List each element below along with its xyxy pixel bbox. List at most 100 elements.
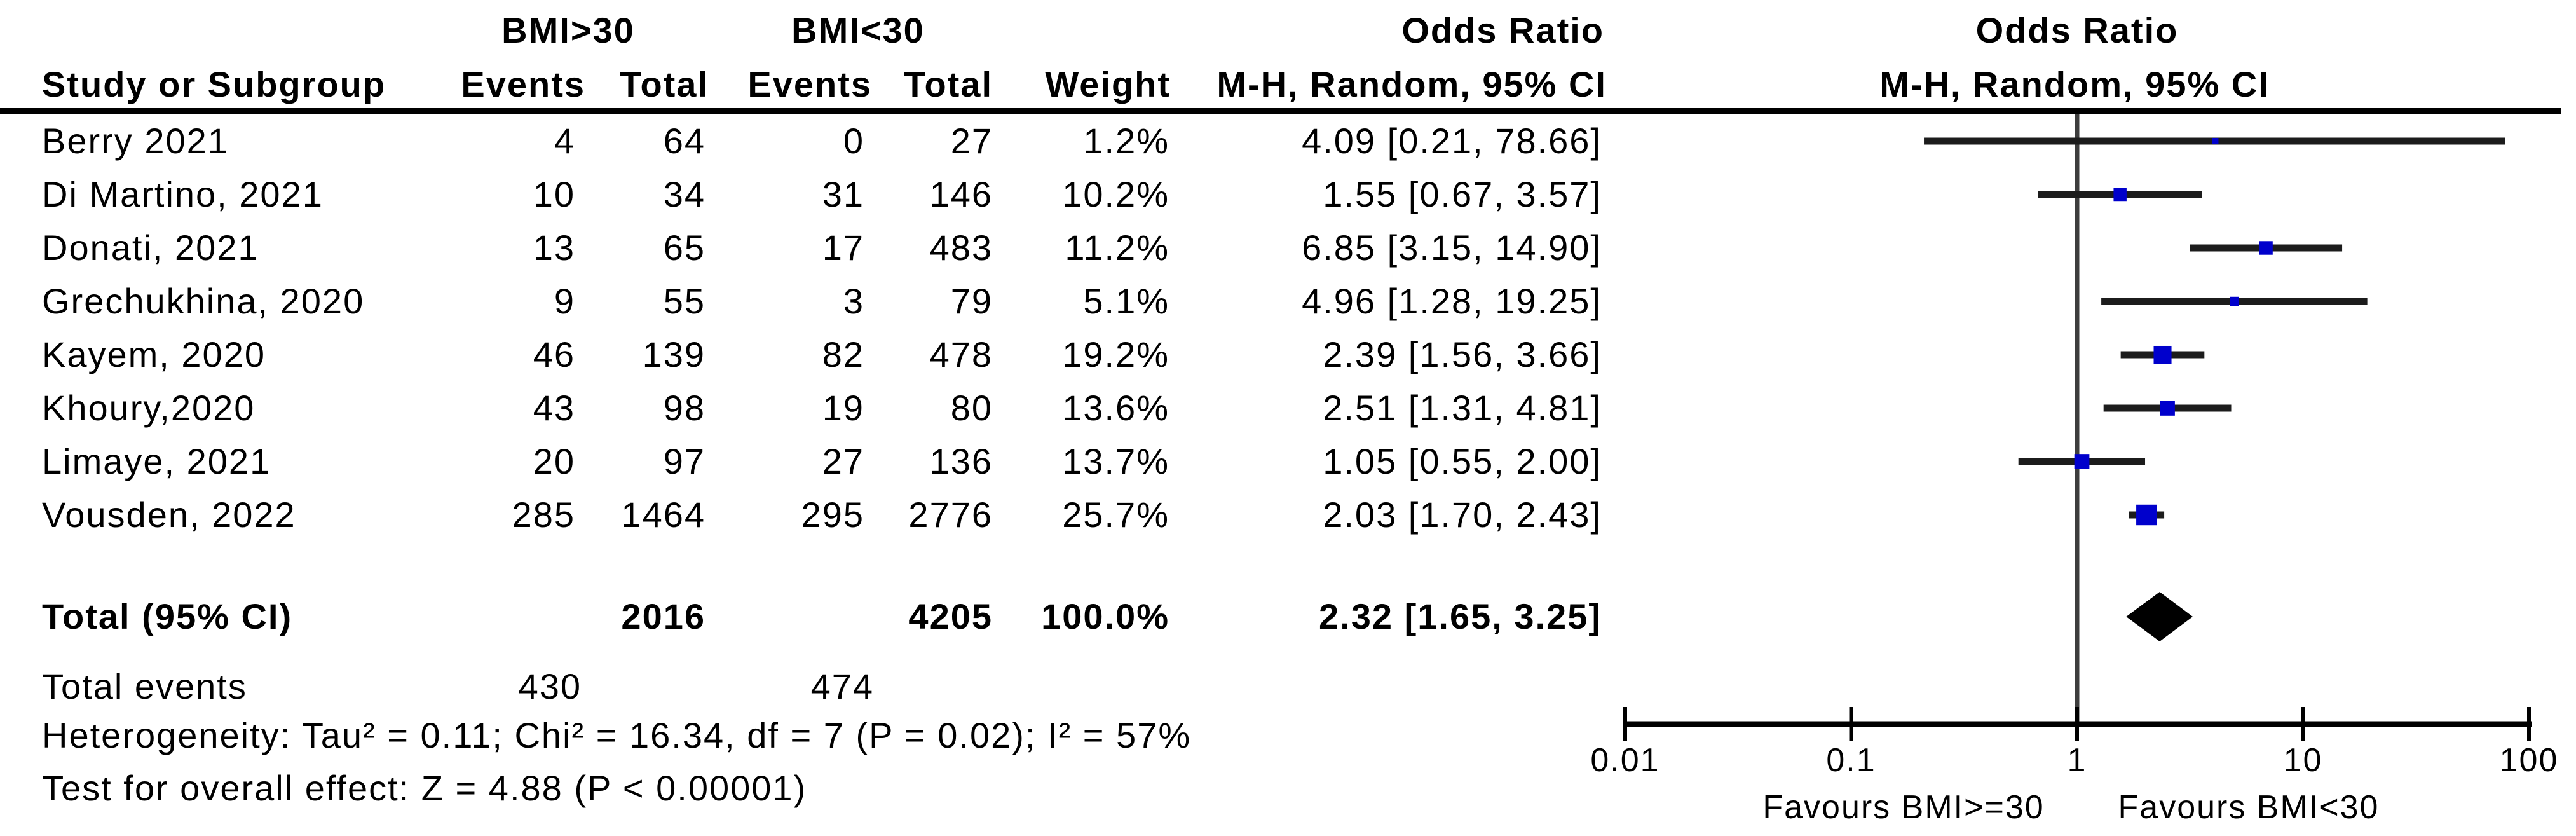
total2-cell: 2776 — [908, 495, 993, 535]
total-events-group1: 430 — [518, 666, 582, 706]
or-ci-cell: 2.03 [1.70, 2.43] — [1323, 495, 1602, 535]
total2-cell: 146 — [929, 174, 993, 214]
axis-tick-label: 0.1 — [1826, 742, 1876, 779]
total-events-label: Total events — [42, 666, 247, 706]
study-name: Donati, 2021 — [42, 228, 259, 268]
or-ci-cell: 4.09 [0.21, 78.66] — [1302, 121, 1602, 161]
events1-column-header: Events — [461, 64, 585, 104]
total1-cell: 139 — [642, 334, 705, 374]
events2-cell: 3 — [843, 281, 864, 321]
events1-cell: 285 — [512, 495, 575, 535]
effect-marker — [2259, 241, 2273, 255]
group1-header: BMI>30 — [501, 10, 635, 50]
events2-cell: 19 — [822, 388, 864, 428]
or-ci-cell: 1.55 [0.67, 3.57] — [1323, 174, 1602, 214]
study-name: Vousden, 2022 — [42, 495, 296, 535]
axis-tick — [1623, 707, 1627, 741]
plot-subheader: M-H, Random, 95% CI — [1879, 64, 2270, 104]
effect-marker — [2136, 504, 2157, 526]
total-weight-cell: 100.0% — [1041, 596, 1169, 636]
weight-cell: 11.2% — [1065, 228, 1169, 268]
events1-cell: 13 — [533, 228, 575, 268]
effect-marker — [2113, 188, 2127, 202]
effect-marker — [2212, 138, 2219, 144]
total2-column-header: Total — [904, 64, 993, 104]
axis-tick-label: 0.01 — [1590, 742, 1659, 779]
total2-cell: 136 — [929, 441, 993, 481]
events2-column-header: Events — [747, 64, 872, 104]
total-total2-cell: 4205 — [908, 596, 993, 636]
total-or-ci-cell: 2.32 [1.65, 3.25] — [1319, 596, 1602, 636]
or-column-title: Odds Ratio — [1401, 10, 1604, 50]
plot-title: Odds Ratio — [1975, 10, 2179, 50]
events1-cell: 20 — [533, 441, 575, 481]
total1-cell: 98 — [663, 388, 705, 428]
events2-cell: 82 — [822, 334, 864, 374]
events2-cell: 295 — [801, 495, 864, 535]
axis-tick-label: 10 — [2284, 742, 2323, 779]
total1-column-header: Total — [620, 64, 709, 104]
total2-cell: 478 — [929, 334, 993, 374]
weight-column-header: Weight — [1045, 64, 1171, 104]
axis-tick — [2075, 707, 2079, 741]
total2-cell: 80 — [950, 388, 993, 428]
effect-marker — [2074, 454, 2090, 469]
axis-tick — [2527, 707, 2531, 741]
pooled-diamond — [2126, 592, 2193, 641]
events2-cell: 0 — [843, 121, 864, 161]
favours-right-label: Favours BMI<30 — [2118, 789, 2380, 826]
group2-header: BMI<30 — [791, 10, 925, 50]
total-events-group2: 474 — [810, 666, 874, 706]
axis-tick-label: 100 — [2500, 742, 2559, 779]
study-name: Kayem, 2020 — [42, 334, 266, 374]
or-ci-cell: 2.39 [1.56, 3.66] — [1323, 334, 1602, 374]
total1-cell: 55 — [663, 281, 705, 321]
header-rule — [0, 108, 2561, 114]
effect-marker — [2230, 296, 2239, 306]
or-ci-cell: 1.05 [0.55, 2.00] — [1323, 441, 1602, 481]
or-ci-cell: 6.85 [3.15, 14.90] — [1302, 228, 1602, 268]
total2-cell: 27 — [950, 121, 993, 161]
total-label: Total (95% CI) — [42, 596, 293, 636]
weight-cell: 10.2% — [1062, 174, 1169, 214]
weight-cell: 25.7% — [1062, 495, 1169, 535]
total1-cell: 65 — [663, 228, 705, 268]
total1-cell: 97 — [663, 441, 705, 481]
events2-cell: 27 — [822, 441, 864, 481]
study-name: Berry 2021 — [42, 121, 229, 161]
events1-cell: 9 — [554, 281, 575, 321]
effect-marker — [2153, 345, 2172, 364]
overall-effect-line: Test for overall effect: Z = 4.88 (P < 0… — [42, 768, 807, 808]
heterogeneity-line: Heterogeneity: Tau² = 0.11; Chi² = 16.34… — [42, 715, 1192, 755]
study-name: Grechukhina, 2020 — [42, 281, 365, 321]
total-total1-cell: 2016 — [621, 596, 705, 636]
events1-cell: 4 — [554, 121, 575, 161]
axis-tick — [1849, 707, 1853, 741]
or-ci-cell: 2.51 [1.31, 4.81] — [1323, 388, 1602, 428]
weight-cell: 13.6% — [1062, 388, 1169, 428]
weight-cell: 19.2% — [1062, 334, 1169, 374]
study-name: Limaye, 2021 — [42, 441, 271, 481]
total1-cell: 1464 — [621, 495, 705, 535]
weight-cell: 5.1% — [1083, 281, 1169, 321]
total2-cell: 79 — [950, 281, 993, 321]
study-name: Khoury,2020 — [42, 388, 256, 428]
or-column-subheader: M-H, Random, 95% CI — [1216, 64, 1607, 104]
total2-cell: 483 — [929, 228, 993, 268]
null-effect-line — [2075, 114, 2080, 724]
weight-cell: 13.7% — [1062, 441, 1169, 481]
or-ci-cell: 4.96 [1.28, 19.25] — [1302, 281, 1602, 321]
events1-cell: 43 — [533, 388, 575, 428]
events1-cell: 10 — [533, 174, 575, 214]
axis-tick — [2301, 707, 2305, 741]
study-column-header: Study or Subgroup — [42, 64, 386, 104]
events1-cell: 46 — [533, 334, 575, 374]
total1-cell: 34 — [663, 174, 705, 214]
study-name: Di Martino, 2021 — [42, 174, 324, 214]
events2-cell: 31 — [822, 174, 864, 214]
events2-cell: 17 — [822, 228, 864, 268]
favours-left-label: Favours BMI>=30 — [1762, 789, 2044, 826]
axis-tick-label: 1 — [2068, 742, 2087, 779]
